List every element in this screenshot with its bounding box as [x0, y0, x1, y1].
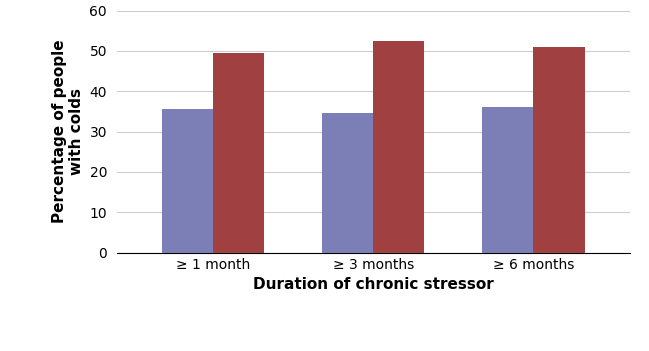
X-axis label: Duration of chronic stressor: Duration of chronic stressor	[253, 277, 493, 292]
Bar	[213, 53, 264, 253]
Bar	[482, 107, 533, 253]
Bar	[162, 110, 213, 253]
Bar	[322, 113, 373, 253]
Bar	[373, 41, 424, 253]
Bar	[533, 47, 585, 253]
Y-axis label: Percentage of people
with colds: Percentage of people with colds	[51, 40, 84, 224]
